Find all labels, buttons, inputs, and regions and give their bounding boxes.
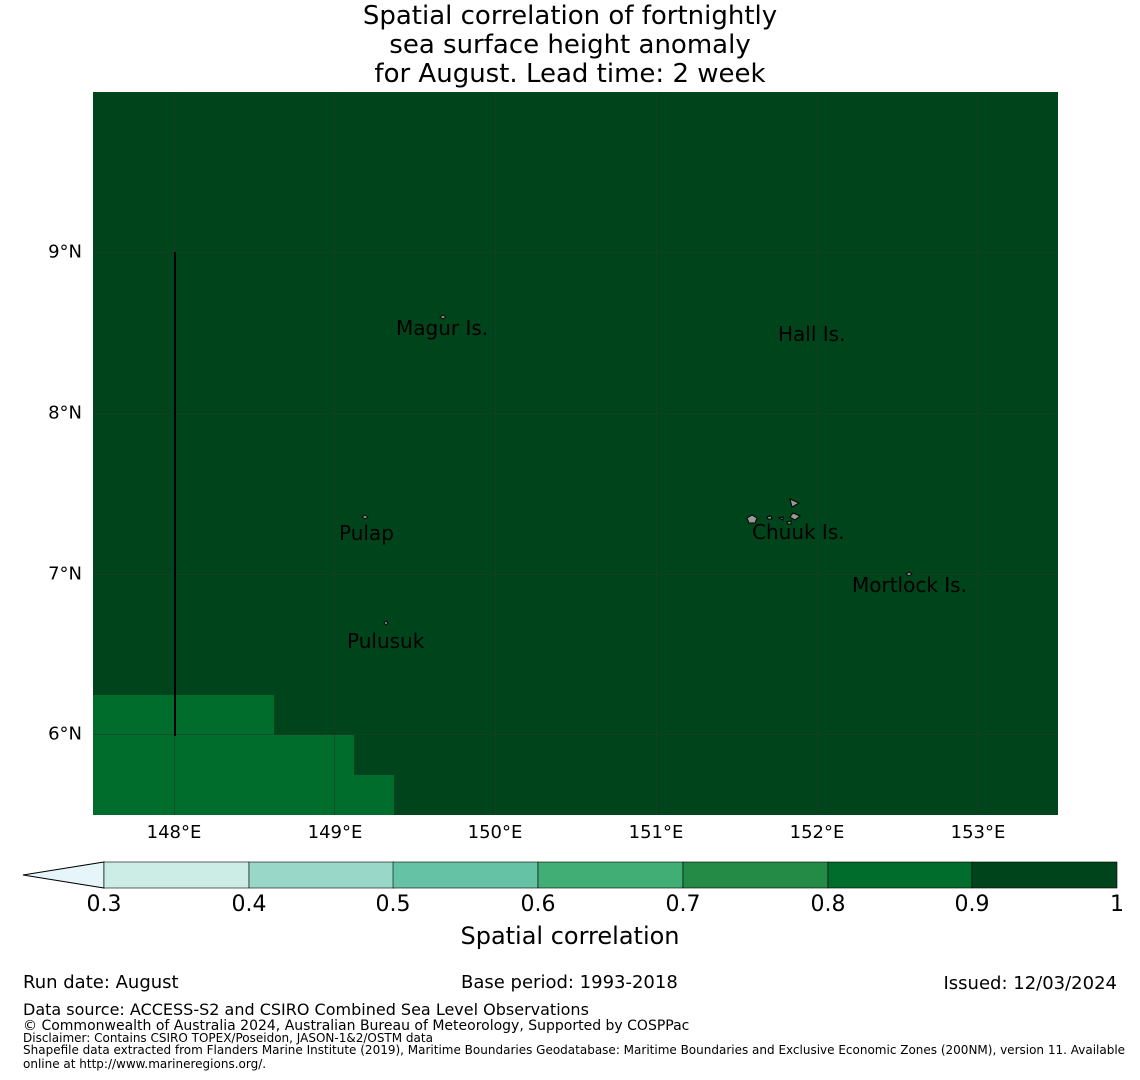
colorbar-tick: 0.8 [810,892,846,917]
colorbar-segment [392,861,539,889]
map-title: Spatial correlation of fortnightly sea s… [0,2,1140,89]
colorbar-tick: 0.6 [520,892,556,917]
issued-date: Issued: 12/03/2024 [943,973,1117,994]
mortlock-island-shape [905,571,913,577]
disclaimer-note: Disclaimer: Contains CSIRO TOPEX/Poseido… [23,1031,433,1045]
colorbar-label: Spatial correlation [460,922,680,950]
colorbar-segment [827,861,973,889]
x-tick-label: 148°E [146,822,202,843]
colorbar [22,861,1118,889]
magur-island-shape [439,314,447,320]
x-tick-label: 153°E [950,822,1006,843]
colorbar-segment [971,861,1118,889]
colorbar-tick: 0.9 [954,892,990,917]
colorbar-tick: 0.5 [375,892,411,917]
shapefile-note: Shapefile data extracted from Flanders M… [23,1043,1126,1071]
colorbar-extend-arrow [22,861,105,889]
meridian-gridline [656,92,657,815]
run-date: Run date: August [23,972,179,993]
correlation-cell [93,775,394,815]
parallel-gridline [93,252,1058,253]
correlation-cell [93,695,274,736]
parallel-gridline [93,574,1058,575]
y-tick-label: 7°N [48,563,82,585]
place-label-chuuk: Chuuk Is. [752,520,845,544]
y-tick-label: 8°N [48,402,82,424]
place-label-mortlock: Mortlock Is. [852,573,967,597]
x-tick-label: 151°E [628,822,684,843]
title-line-1: Spatial correlation of fortnightly [362,1,778,31]
meridian-gridline [817,92,818,815]
x-tick-label: 149°E [307,822,363,843]
title-line-3: for August. Lead time: 2 week [374,59,766,89]
parallel-gridline [93,413,1058,414]
colorbar-segment [248,861,395,889]
place-label-hall: Hall Is. [778,322,846,346]
y-tick-label: 6°N [48,723,82,745]
colorbar-tick: 0.4 [231,892,267,917]
place-label-pulap: Pulap [339,521,394,545]
x-tick-label: 150°E [467,822,523,843]
eez-boundary-line [174,252,176,736]
pulusuk-island-shape [383,620,389,626]
place-label-pulusuk: Pulusuk [347,629,425,653]
title-line-2: sea surface height anomaly [389,30,751,60]
colorbar-segment [537,861,684,889]
copyright-note: © Commonwealth of Australia 2024, Austra… [23,1018,690,1034]
parallel-gridline [93,734,1058,735]
pulap-island-shape [361,514,369,520]
meridian-gridline [495,92,496,815]
place-label-magur: Magur Is. [396,316,489,340]
colorbar-tick: 1 [1110,892,1124,917]
colorbar-segment [682,861,829,889]
y-tick-label: 9°N [48,241,82,263]
data-source-note: Data source: ACCESS-S2 and CSIRO Combine… [23,1000,589,1019]
meridian-gridline [334,92,335,815]
meridian-gridline [977,92,978,815]
colorbar-tick: 0.7 [665,892,701,917]
x-tick-label: 152°E [789,822,845,843]
correlation-map: Magur Is. Hall Is. Pulap Chuuk Is. Mortl… [93,92,1058,815]
chuuk-island-shape [746,498,801,525]
colorbar-segment [103,861,250,889]
base-period: Base period: 1993-2018 [461,972,678,993]
colorbar-tick: 0.3 [86,892,122,917]
correlation-cell [93,735,354,776]
